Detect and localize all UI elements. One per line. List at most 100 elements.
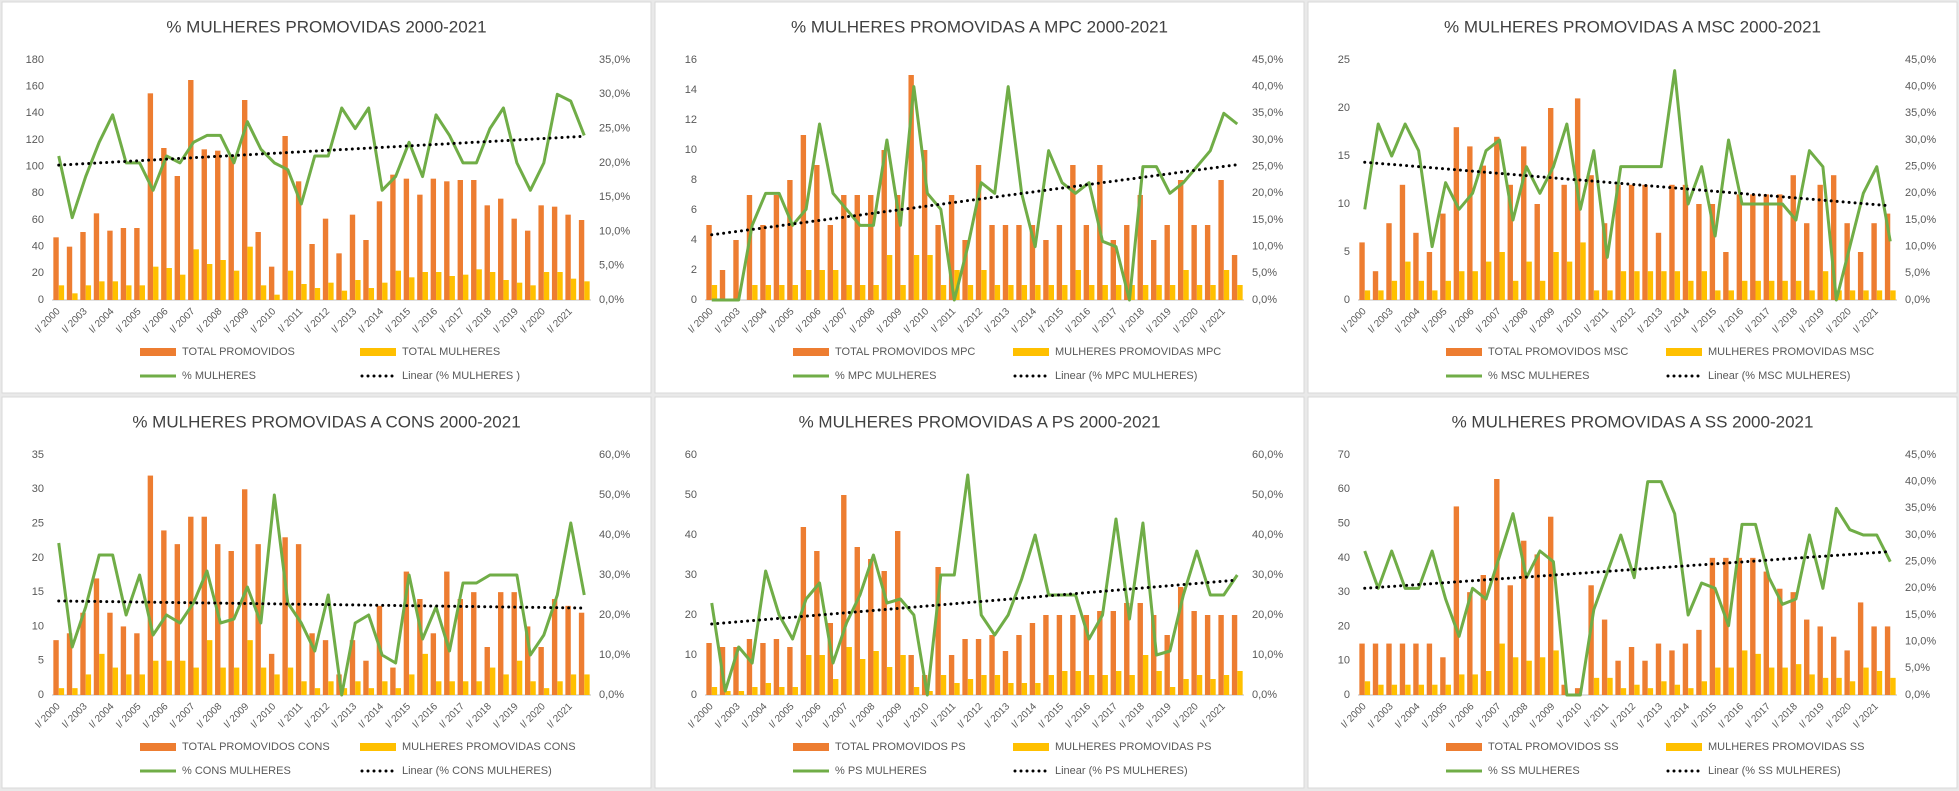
bar (1110, 611, 1116, 695)
bar (1223, 675, 1230, 695)
bar (395, 270, 402, 300)
bar (471, 592, 477, 695)
y2-tick-label: 25,0% (1252, 161, 1283, 173)
bar (247, 640, 253, 695)
bar (806, 655, 812, 695)
bar (1183, 679, 1189, 695)
bar (1056, 225, 1063, 300)
bar (1002, 225, 1009, 300)
bar (833, 270, 839, 300)
bar (1062, 285, 1068, 300)
bar (363, 660, 369, 695)
bar (1494, 136, 1500, 300)
bar (1830, 175, 1837, 300)
bar (368, 288, 375, 300)
bar (989, 225, 995, 300)
bar (85, 674, 92, 695)
bar (1534, 554, 1540, 695)
y2-tick-label: 0,0% (1905, 294, 1930, 306)
bar (449, 276, 455, 300)
legend-label: TOTAL PROMOVIDOS (182, 346, 295, 358)
bar (1822, 271, 1829, 300)
bar (1386, 223, 1392, 300)
y-tick-label: 0 (38, 294, 44, 306)
bar (120, 228, 127, 300)
bar (260, 285, 267, 300)
legend-label: TOTAL PROMOVIDOS CONS (182, 741, 330, 753)
bar (1607, 677, 1613, 695)
bar (126, 674, 132, 695)
legend-label: TOTAL PROMOVIDOS MSC (1488, 346, 1628, 358)
legend-label: TOTAL PROMOVIDOS MPC (835, 346, 975, 358)
bar (1405, 261, 1411, 300)
bar (1480, 165, 1487, 300)
bar (85, 285, 92, 300)
y2-tick-label: 40,0% (1252, 81, 1283, 93)
bar (1364, 290, 1371, 300)
bar (1372, 643, 1379, 695)
bar (147, 475, 154, 695)
bar (1669, 184, 1675, 300)
y2-tick-label: 20,0% (599, 609, 630, 621)
bar (954, 683, 960, 695)
y2-tick-label: 15,0% (599, 191, 630, 203)
bar (1661, 271, 1667, 300)
bar (484, 647, 490, 695)
bar (1486, 261, 1492, 300)
bar (584, 281, 590, 300)
y-tick-label: 160 (26, 81, 44, 93)
y-tick-label: 20 (32, 267, 44, 279)
bar (1526, 660, 1532, 695)
bar (854, 547, 860, 695)
bar (1016, 635, 1022, 695)
y-tick-label: 35 (32, 449, 44, 461)
bar (1204, 225, 1211, 300)
bar (733, 647, 739, 695)
bar (255, 232, 261, 300)
legend-label: Linear (% PS MULHERES) (1055, 765, 1188, 777)
bar (1768, 280, 1775, 300)
bar (1459, 674, 1465, 695)
bar (309, 633, 315, 695)
y-tick-label: 15 (1338, 150, 1350, 162)
y-tick-label: 5 (38, 655, 44, 667)
bar (1499, 252, 1505, 300)
bar (134, 228, 140, 300)
bar (1115, 671, 1122, 695)
y-tick-label: 100 (26, 161, 44, 173)
bar (806, 270, 812, 300)
bar (503, 674, 509, 695)
bar (1849, 681, 1856, 695)
bar (841, 195, 847, 300)
bar (1210, 285, 1216, 300)
y-tick-label: 120 (26, 134, 44, 146)
bar (1129, 675, 1135, 695)
bar (1817, 184, 1823, 300)
legend-label: MULHERES PROMOVIDAS SS (1708, 741, 1864, 753)
bar (706, 643, 712, 695)
bar (752, 687, 758, 695)
bar (1763, 571, 1769, 695)
bar (711, 687, 718, 695)
bar (180, 274, 186, 300)
bar (220, 260, 226, 300)
bar (471, 180, 477, 300)
y2-tick-label: 15,0% (1252, 214, 1283, 226)
y-tick-label: 10 (1338, 198, 1350, 210)
bar (530, 681, 536, 695)
y-tick-label: 140 (26, 107, 44, 119)
bar (161, 530, 167, 695)
bar (738, 691, 745, 695)
legend-label: MULHERES PROMOVIDAS MSC (1708, 346, 1874, 358)
y2-tick-label: 50,0% (1252, 489, 1283, 501)
bar (1642, 184, 1648, 300)
y-tick-label: 15 (32, 586, 44, 598)
bar (1580, 242, 1586, 300)
bar (1804, 619, 1810, 695)
bar (403, 571, 410, 695)
bar (1378, 684, 1384, 695)
legend-label: MULHERES PROMOVIDAS MPC (1055, 346, 1221, 358)
legend-label: TOTAL MULHERES (402, 346, 500, 358)
bar (409, 277, 415, 300)
legend-label: % MSC MULHERES (1488, 370, 1589, 382)
